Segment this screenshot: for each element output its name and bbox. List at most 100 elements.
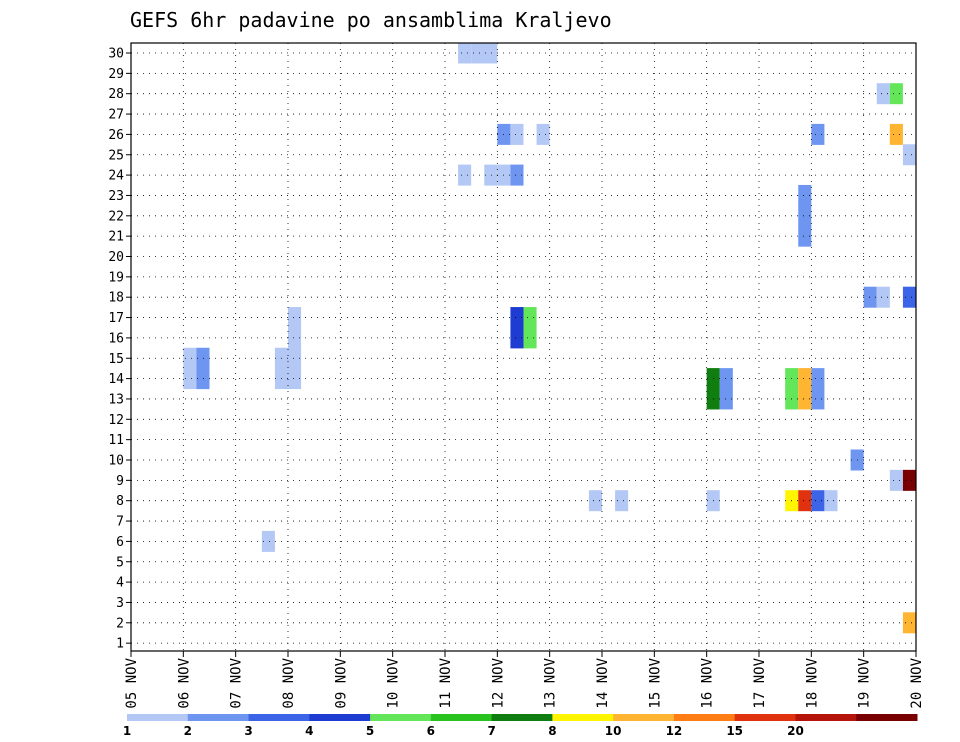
colorbar-label-4: 4 xyxy=(305,724,313,738)
x-tick-label-14: 19 NOV xyxy=(857,657,873,708)
colorbar-legend: 1 2 3 4 5 6 7 8 10 12 15 20 xyxy=(123,714,918,738)
x-tick-label-5: 10 NOV xyxy=(386,657,402,708)
y-tick-label-25: 25 xyxy=(108,148,124,163)
colorbar-swatch-11 xyxy=(795,714,857,721)
y-tick-label-11: 11 xyxy=(108,433,124,448)
plot-frame xyxy=(130,42,917,652)
y-tick-label-19: 19 xyxy=(108,270,124,285)
y-tick-label-6: 6 xyxy=(116,535,124,550)
y-tick-label-18: 18 xyxy=(108,291,124,306)
y-tick-label-1: 1 xyxy=(116,637,124,652)
y-tick-label-30: 30 xyxy=(108,47,124,62)
colorbar-swatch-5 xyxy=(430,714,493,721)
precip-cell-0 xyxy=(458,42,472,64)
y-tick-label-12: 12 xyxy=(108,413,124,428)
y-tick-label-29: 29 xyxy=(108,67,124,82)
y-tick-label-16: 16 xyxy=(108,331,124,346)
colorbar-swatch-0 xyxy=(127,714,189,721)
precip-cell-22 xyxy=(523,307,537,329)
colorbar-swatch-4 xyxy=(370,714,432,721)
precip-cell-43 xyxy=(889,469,903,491)
y-tick-label-28: 28 xyxy=(108,87,124,102)
precip-cell-23 xyxy=(288,327,302,349)
precip-cell-1 xyxy=(471,42,498,64)
x-tick-label-9: 14 NOV xyxy=(595,657,611,708)
x-tick-label-10: 15 NOV xyxy=(647,657,663,708)
x-tick-label-6: 11 NOV xyxy=(438,657,454,708)
y-tick-label-5: 5 xyxy=(116,555,124,570)
colorbar-label-15: 15 xyxy=(726,724,743,738)
precip-cell-18 xyxy=(876,286,890,308)
precip-cell-14 xyxy=(798,184,812,206)
y-tick-label-2: 2 xyxy=(116,616,124,631)
precip-cell-11 xyxy=(484,164,498,186)
x-axis: 05 NOV 06 NOV 07 NOV 08 NOV 09 NOV 10 NOV 11 N… xyxy=(124,651,925,709)
x-tick-label-13: 18 NOV xyxy=(804,657,820,708)
y-tick-label-4: 4 xyxy=(116,576,124,591)
y-tick-label-14: 14 xyxy=(108,372,124,387)
colorbar-swatch-12 xyxy=(856,714,918,721)
precip-cell-6 xyxy=(536,123,550,145)
precip-cell-51 xyxy=(824,490,838,512)
chart-title: GEFS 6hr padavine po ansamblima Kraljevo xyxy=(130,8,612,32)
x-tick-label-1: 06 NOV xyxy=(176,657,192,708)
y-tick-label-24: 24 xyxy=(108,169,124,184)
y-tick-label-21: 21 xyxy=(108,230,124,245)
y-tick-label-22: 22 xyxy=(108,209,124,224)
colorbar-label-5: 5 xyxy=(366,724,374,738)
precip-cell-19 xyxy=(902,286,916,308)
x-tick-label-0: 05 NOV xyxy=(124,657,140,708)
x-tick-label-8: 13 NOV xyxy=(543,657,559,708)
x-tick-label-7: 12 NOV xyxy=(490,657,506,708)
y-tick-label-3: 3 xyxy=(116,596,124,611)
y-tick-label-27: 27 xyxy=(108,108,124,123)
precip-cell-35 xyxy=(798,368,812,390)
y-tick-label-20: 20 xyxy=(108,250,124,265)
precip-cell-46 xyxy=(615,490,629,512)
x-tick-label-2: 07 NOV xyxy=(229,657,245,708)
colorbar-swatch-8 xyxy=(613,714,675,721)
precip-cell-44 xyxy=(902,469,916,491)
precip-cell-33 xyxy=(719,368,733,390)
precip-cell-20 xyxy=(288,307,302,329)
precipitation-cells xyxy=(183,42,916,634)
precip-cell-3 xyxy=(889,83,903,105)
precip-cell-38 xyxy=(719,388,733,410)
y-tick-label-13: 13 xyxy=(108,392,124,407)
precip-cell-36 xyxy=(811,368,825,390)
y-tick-label-8: 8 xyxy=(116,494,124,509)
colorbar-swatch-2 xyxy=(248,714,310,721)
precip-cell-53 xyxy=(902,612,916,634)
precip-cell-17 xyxy=(863,286,877,308)
colorbar-swatch-10 xyxy=(734,714,796,721)
y-tick-label-15: 15 xyxy=(108,352,124,367)
colorbar-label-6: 6 xyxy=(427,724,435,738)
colorbar-swatch-9 xyxy=(673,714,736,721)
precip-cell-15 xyxy=(798,205,812,227)
colorbar-label-2: 2 xyxy=(184,724,192,738)
colorbar-swatch-3 xyxy=(309,714,371,721)
precip-cell-28 xyxy=(274,347,302,369)
precip-cell-16 xyxy=(798,225,812,247)
grid-lines xyxy=(131,43,916,651)
colorbar-label-7: 7 xyxy=(487,724,495,738)
colorbar-label-3: 3 xyxy=(244,724,252,738)
precip-cell-7 xyxy=(811,123,825,145)
colorbar-label-1: 1 xyxy=(123,724,131,738)
precip-cell-25 xyxy=(523,327,537,349)
x-tick-label-15: 20 NOV xyxy=(909,657,925,708)
precip-cell-52 xyxy=(261,530,275,552)
y-tick-label-17: 17 xyxy=(108,311,124,326)
precip-cell-45 xyxy=(588,490,602,512)
precip-cell-31 xyxy=(274,368,302,390)
precip-cell-27 xyxy=(196,347,210,369)
y-axis: 1234567891011121314151617181920212223242… xyxy=(108,47,131,652)
colorbar-label-10: 10 xyxy=(605,724,622,738)
colorbar-swatch-7 xyxy=(552,714,614,721)
x-tick-label-4: 09 NOV xyxy=(333,657,349,708)
precip-cell-24 xyxy=(510,327,524,349)
x-tick-label-11: 16 NOV xyxy=(700,657,716,708)
precip-cell-21 xyxy=(510,307,524,329)
precip-cell-30 xyxy=(196,368,210,390)
